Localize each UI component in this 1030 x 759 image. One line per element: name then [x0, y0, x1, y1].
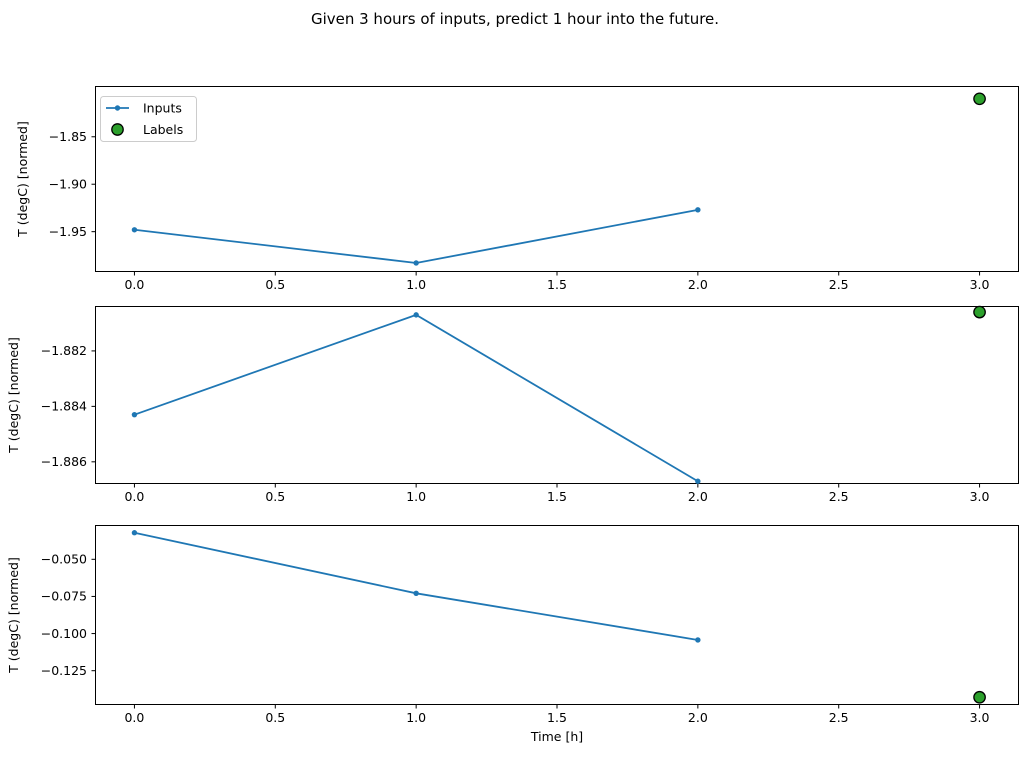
- axes-frame: [95, 525, 1019, 705]
- inputs-point: [131, 227, 138, 233]
- inputs-point: [131, 530, 138, 536]
- y-tick-label: −0.100: [41, 626, 87, 641]
- x-tick-label: 1.5: [547, 489, 567, 504]
- x-tick-label: 3.0: [970, 710, 990, 725]
- inputs-point: [413, 312, 419, 318]
- x-tick-label: 2.0: [688, 489, 708, 504]
- x-tick-label: 1.0: [406, 277, 426, 292]
- legend: Inputs Labels: [100, 96, 197, 142]
- x-tick-label: 2.5: [829, 710, 849, 725]
- x-tick-label: 2.0: [688, 710, 708, 725]
- labels-point: [973, 92, 986, 106]
- x-tick-label: 0.5: [265, 277, 285, 292]
- subplot-3: 0.0 0.5 1.0 1.5 2.0 2.5 3.0 −0.050 −0.075 −0.100 −…: [6, 525, 1019, 725]
- axes-frame: [95, 306, 1019, 484]
- y-tick-label: −0.125: [41, 663, 87, 678]
- x-tick-label: 1.5: [547, 277, 567, 292]
- y-tick-label: −0.050: [41, 552, 87, 567]
- y-tick-label: −1.90: [49, 177, 87, 192]
- inputs-line: [134, 313, 699, 483]
- y-tick-label: −1.85: [49, 129, 87, 144]
- labels-point: [973, 690, 986, 704]
- x-tick-label: 0.0: [124, 277, 144, 292]
- inputs-point: [695, 478, 701, 484]
- inputs-point: [695, 207, 701, 213]
- y-tick-label: −1.95: [49, 224, 87, 239]
- x-tick-label: 1.5: [547, 710, 567, 725]
- x-tick-label: 1.0: [406, 710, 426, 725]
- x-tick-label: 0.5: [265, 489, 285, 504]
- y-tick-label: −0.075: [41, 589, 87, 604]
- labels-point: [973, 305, 986, 319]
- x-tick-label: 0.5: [265, 710, 285, 725]
- axes-3: 0.0 0.5 1.0 1.5 2.0 2.5 3.0 −0.050 −0.075 −0.100 −…: [6, 525, 1019, 725]
- y-axis-label: T (degC) [normed]: [6, 337, 21, 454]
- axes-2: 0.0 0.5 1.0 1.5 2.0 2.5 3.0 −1.882 −1.884 −1.886 T…: [6, 305, 1019, 504]
- legend-labels-label: Labels: [143, 122, 183, 137]
- x-tick-label: 0.0: [124, 489, 144, 504]
- axes-frame: [95, 86, 1019, 272]
- inputs-point: [131, 411, 138, 418]
- y-tick-label: −1.886: [41, 454, 87, 469]
- subplot-1: 0.0 0.5 1.0 1.5 2.0 2.5 3.0 −1.85 −1.90 −1.95 T (d…: [15, 86, 1019, 292]
- inputs-line: [134, 531, 699, 641]
- x-tick-label: 3.0: [970, 277, 990, 292]
- x-tick-label: 0.0: [124, 710, 144, 725]
- axes-1: 0.0 0.5 1.0 1.5 2.0 2.5 3.0 −1.85 −1.90 −1.95 T (d…: [15, 86, 1019, 292]
- y-axis-label: T (degC) [normed]: [15, 121, 30, 238]
- x-tick-label: 2.5: [829, 489, 849, 504]
- y-axis-label: T (degC) [normed]: [6, 557, 21, 674]
- legend-inputs-marker-icon: [114, 105, 121, 111]
- inputs-point: [413, 260, 419, 266]
- x-tick-label: 1.0: [406, 489, 426, 504]
- inputs-point: [695, 637, 701, 643]
- x-tick-label: 3.0: [970, 489, 990, 504]
- inputs-point: [413, 590, 419, 597]
- subplot-2: 0.0 0.5 1.0 1.5 2.0 2.5 3.0 −1.882 −1.884 −1.886 T…: [6, 305, 1019, 504]
- legend-labels-marker-icon: [111, 123, 124, 136]
- x-tick-label: 2.5: [829, 277, 849, 292]
- legend-inputs-label: Inputs: [143, 101, 182, 116]
- y-tick-label: −1.882: [41, 343, 87, 358]
- figure-title: Given 3 hours of inputs, predict 1 hour …: [310, 10, 720, 28]
- x-axis-label: Time [h]: [530, 729, 584, 744]
- x-tick-label: 2.0: [688, 277, 708, 292]
- inputs-line: [134, 208, 699, 264]
- y-tick-label: −1.884: [41, 399, 87, 414]
